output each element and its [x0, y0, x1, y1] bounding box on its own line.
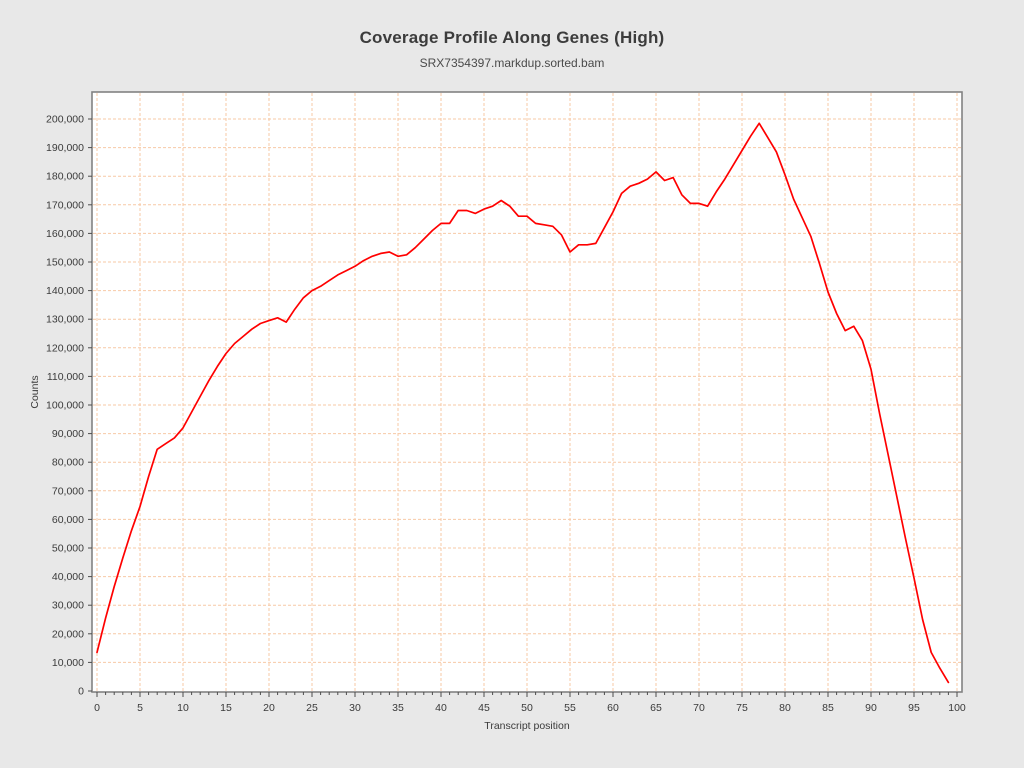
y-tick-label: 30,000	[52, 600, 84, 612]
x-tick-label: 15	[220, 702, 232, 714]
x-tick-label: 55	[564, 702, 576, 714]
y-axis-label: Counts	[29, 375, 41, 408]
y-tick-label: 150,000	[46, 257, 84, 269]
x-tick-label: 25	[306, 702, 318, 714]
x-tick-label: 5	[137, 702, 143, 714]
x-tick-label: 75	[736, 702, 748, 714]
y-tick-label: 120,000	[46, 342, 84, 354]
x-tick-label: 10	[177, 702, 189, 714]
chart-subtitle: SRX7354397.markdup.sorted.bam	[419, 56, 605, 70]
x-tick-label: 85	[822, 702, 834, 714]
y-tick-label: 180,000	[46, 171, 84, 183]
chart-title: Coverage Profile Along Genes (High)	[359, 28, 665, 47]
x-tick-label: 45	[478, 702, 490, 714]
x-tick-label: 100	[948, 702, 966, 714]
x-tick-label: 30	[349, 702, 361, 714]
y-tick-label: 130,000	[46, 314, 84, 326]
y-tick-label: 110,000	[47, 371, 84, 383]
y-tick-label: 90,000	[52, 428, 84, 440]
x-tick-label: 65	[650, 702, 662, 714]
x-tick-label: 90	[865, 702, 877, 714]
y-tick-label: 170,000	[46, 199, 84, 211]
plot-canvas: 0 10,000 20,000 30,000 40,000 50,000 60,000 70,…	[29, 91, 966, 732]
y-tick-label: 50,000	[52, 543, 84, 555]
coverage-line	[96, 122, 950, 684]
y-tick-label: 40,000	[52, 571, 84, 583]
y-tick-label: 80,000	[52, 457, 84, 469]
y-tick-label: 160,000	[46, 228, 84, 240]
x-tick-label: 0	[94, 702, 100, 714]
plot-area	[91, 91, 963, 693]
x-tick-label: 40	[435, 702, 447, 714]
y-tick-label: 60,000	[52, 514, 84, 526]
x-tick-label: 50	[521, 702, 533, 714]
y-tick-label: 20,000	[52, 628, 84, 640]
x-tick-label: 70	[693, 702, 705, 714]
y-tick-label: 200,000	[46, 114, 84, 126]
y-tick-label: 100,000	[46, 400, 84, 412]
y-tick-label: 10,000	[52, 657, 84, 669]
x-tick-label: 80	[779, 702, 791, 714]
x-tick-label: 35	[392, 702, 404, 714]
y-tick-label: 190,000	[46, 142, 84, 154]
y-tick-label: 140,000	[46, 285, 84, 297]
x-tick-label: 20	[263, 702, 275, 714]
x-tick-label: 95	[908, 702, 920, 714]
x-tick-label: 60	[607, 702, 619, 714]
x-axis-label: Transcript position	[484, 720, 570, 732]
y-tick-label: 70,000	[52, 485, 84, 497]
y-tick-label: 0	[78, 686, 84, 698]
